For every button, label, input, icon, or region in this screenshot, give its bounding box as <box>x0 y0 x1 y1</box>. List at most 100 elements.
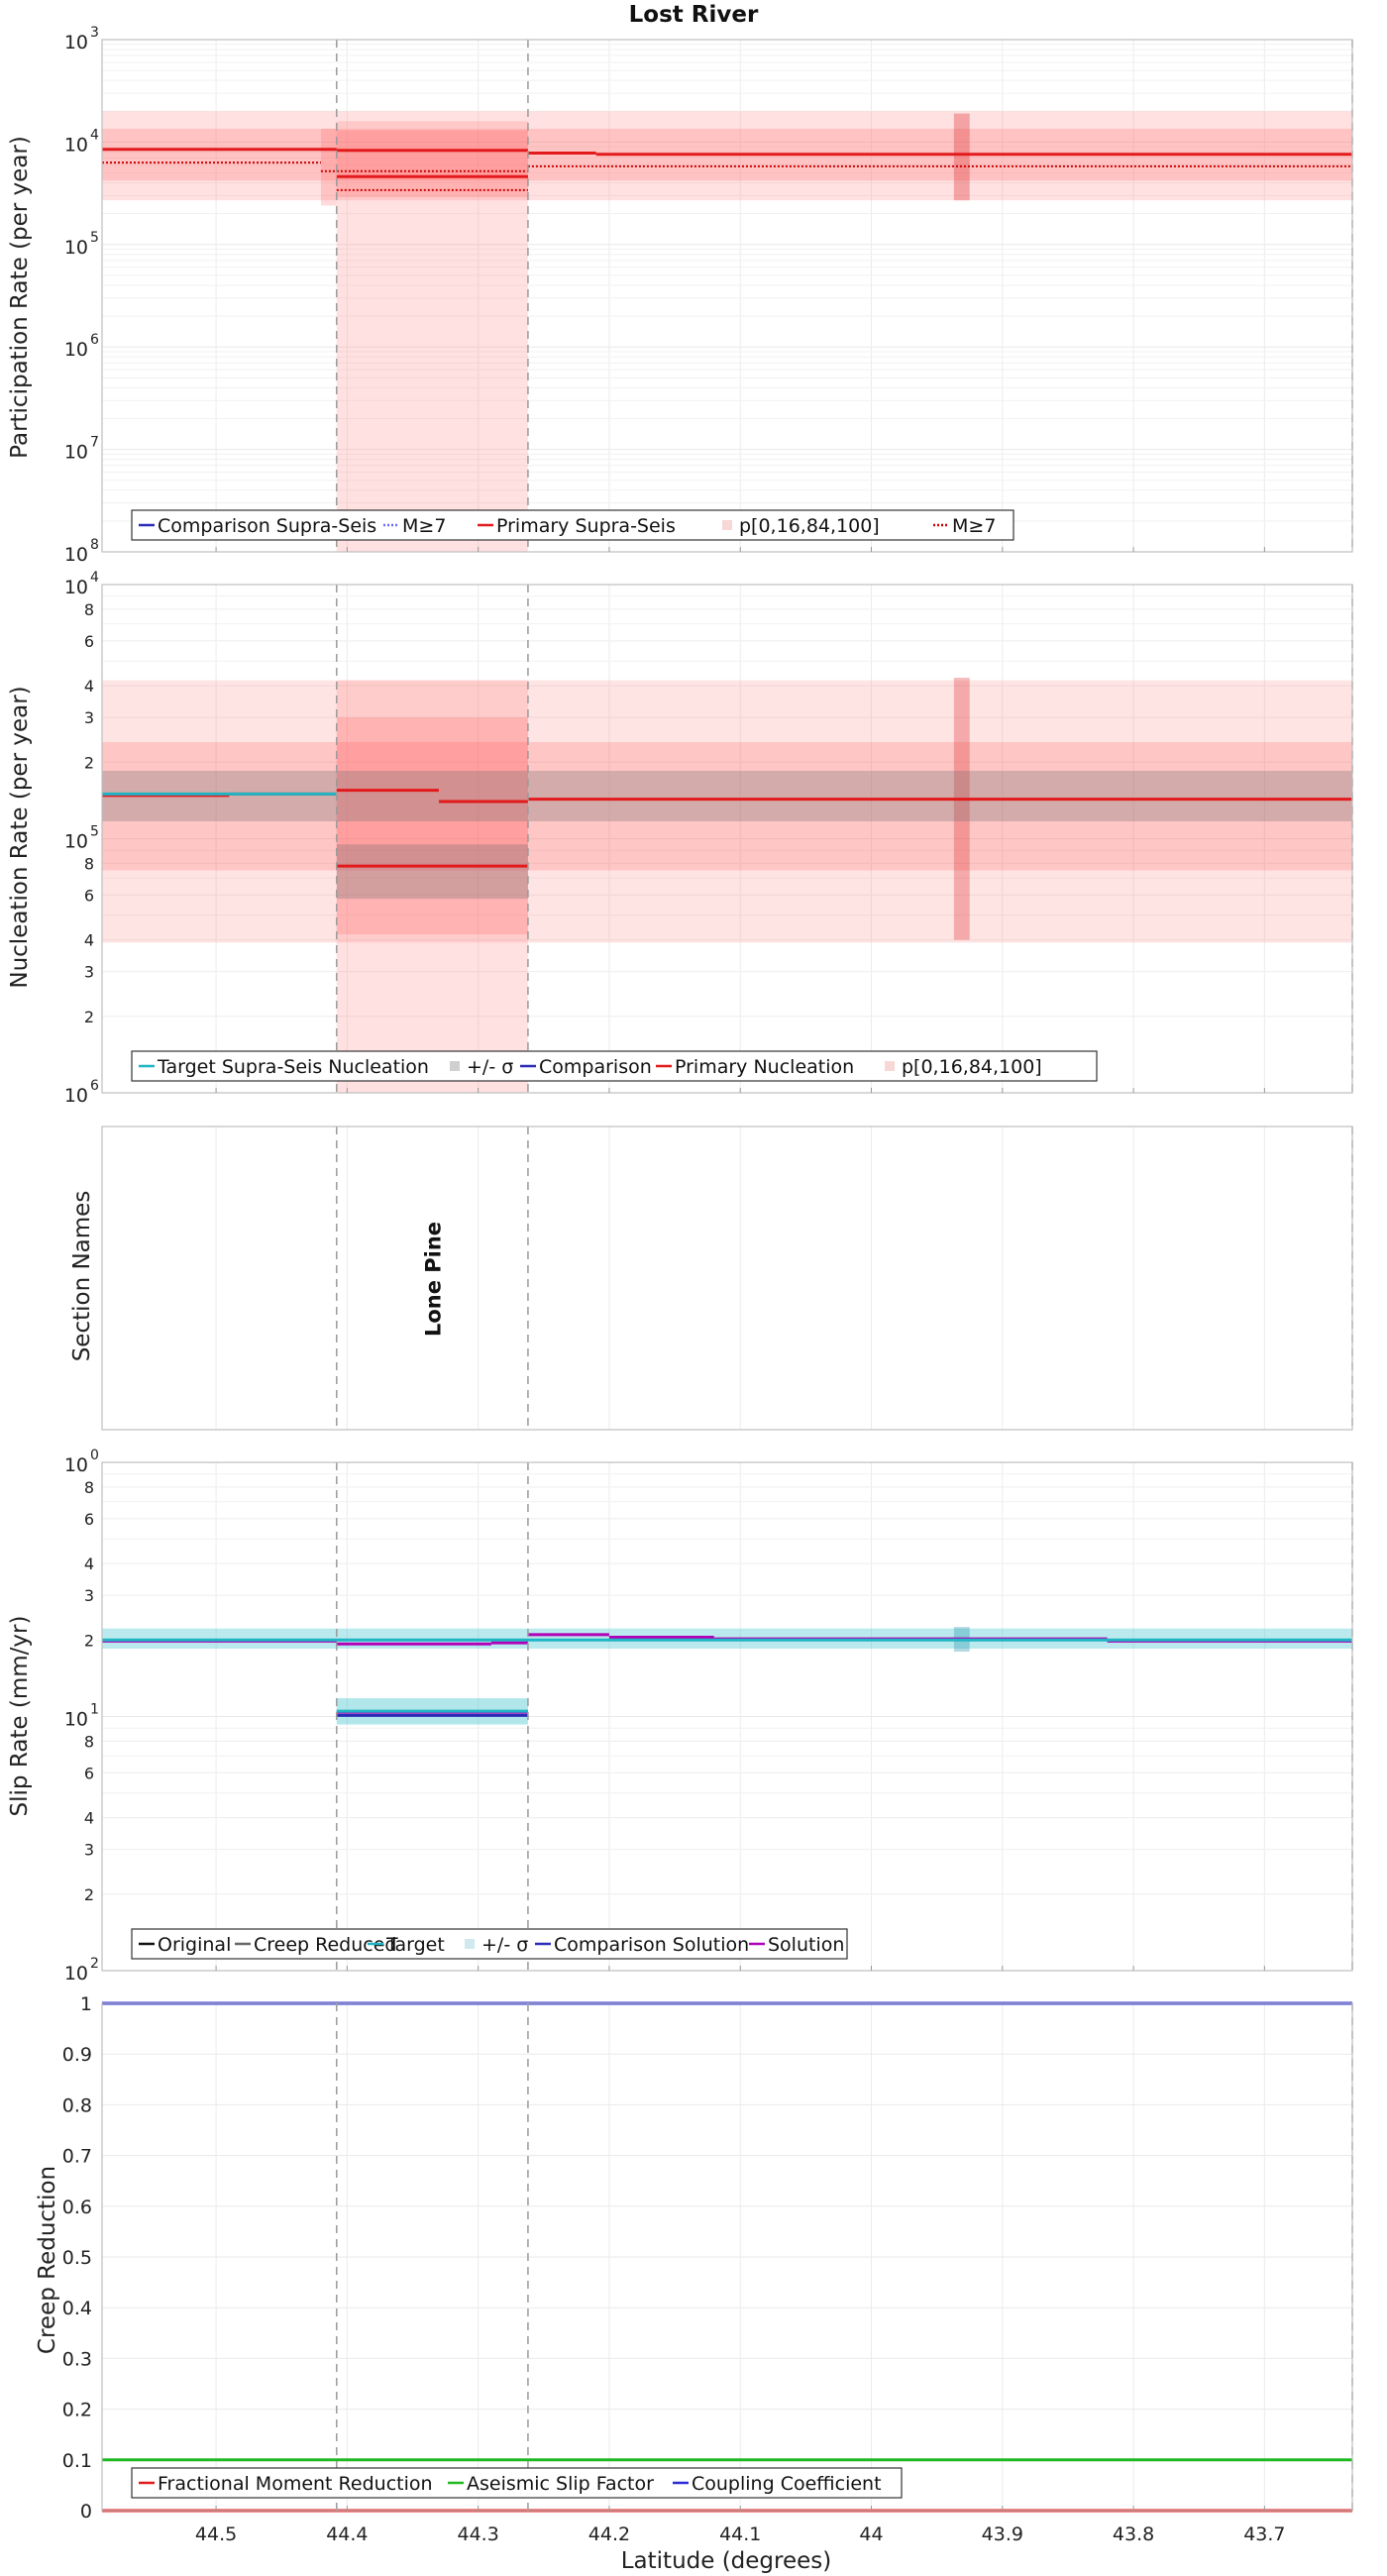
y-tick-label: 1 <box>80 1993 92 2015</box>
y-tick-exponent: 5 <box>90 230 99 246</box>
legend-box <box>131 2467 903 2499</box>
legend-item: Coupling Coefficient <box>692 2473 882 2495</box>
band-p-0-100- <box>102 680 1352 943</box>
plot-border <box>101 584 1353 1094</box>
y-tick-label: 4 <box>84 1809 94 1828</box>
y-tick-label: 2 <box>84 1008 94 1026</box>
legend-item: Primary Nucleation <box>675 1056 854 1078</box>
y-tick-label: 4 <box>84 677 94 696</box>
y-tick-label: 8 <box>84 1478 94 1497</box>
y-tick-label: 8 <box>84 1732 94 1751</box>
creep-panel: Creep Reduction 0 0.1 0.2 0.3 0.4 0.5 0.6 0.7 0.… <box>35 1993 1353 2545</box>
legend-box <box>131 1050 1098 1082</box>
legend: Target Supra-Seis Nucleation +/- σ Compari… <box>131 1050 1098 1082</box>
legend-item: Fractional Moment Reduction <box>158 2473 433 2495</box>
y-tick-label: 10 <box>64 237 88 259</box>
y-tick-label: 0 <box>80 2501 92 2522</box>
y-tick-exponent: 0 <box>90 1448 99 1463</box>
y-tick-label: 0.9 <box>62 2044 92 2066</box>
plot-border <box>101 1126 1353 1431</box>
nucleation-ylabel: Nucleation Rate (per year) <box>7 686 33 988</box>
legend: Comparison Supra-Seis M≥7 Primary Supra-Se… <box>131 509 1014 541</box>
band-p-16-84-section <box>336 717 528 935</box>
y-tick-label: 3 <box>84 1841 94 1860</box>
y-tick-label: 10 <box>64 1963 88 1985</box>
y-tick-exponent: 6 <box>90 1078 99 1094</box>
x-tick-label: 43.8 <box>1113 2523 1154 2545</box>
band-p-16-84-spike <box>953 678 970 940</box>
legend-item: Primary Supra-Seis <box>496 515 676 537</box>
legend-item: Target <box>385 1934 445 1956</box>
legend-item: p[0,16,84,100] <box>902 1056 1042 1078</box>
y-tick-label: 4 <box>84 1555 94 1573</box>
x-axis-label: Latitude (degrees) <box>621 2548 832 2574</box>
y-tick-label: 0.4 <box>62 2298 92 2319</box>
y-tick-label: 10 <box>64 1454 88 1476</box>
y-tick-exponent: 6 <box>90 332 99 348</box>
legend-swatch <box>722 520 732 530</box>
band-p-0-100-section <box>336 121 528 552</box>
y-tick-label: 2 <box>84 753 94 772</box>
y-tick-label: 10 <box>64 442 88 464</box>
x-tick-label: 44 <box>859 2523 883 2545</box>
band-p-16-84-spike <box>953 113 970 201</box>
legend-item: p[0,16,84,100] <box>739 515 880 537</box>
y-tick-exponent: 7 <box>90 435 99 451</box>
y-tick-label: 0.8 <box>62 2094 92 2116</box>
legend-item: +/- σ <box>481 1934 528 1956</box>
participation-panel: Participation Rate (per year) 10 310 410 51… <box>7 25 1353 566</box>
creep-ylabel: Creep Reduction <box>35 2166 60 2354</box>
y-tick-exponent: 3 <box>90 25 99 41</box>
band-p-0-100-section <box>336 680 528 1093</box>
y-tick-exponent: 2 <box>90 1956 99 1972</box>
y-tick-label: 0.6 <box>62 2197 92 2218</box>
plot-border <box>101 2002 1353 2512</box>
y-tick-label: 6 <box>84 632 94 651</box>
x-tick-label: 43.7 <box>1243 2523 1285 2545</box>
y-tick-label: 0.2 <box>62 2400 92 2421</box>
legend-swatch <box>450 1061 460 1071</box>
legend-box <box>131 509 1014 541</box>
y-tick-label: 3 <box>84 708 94 727</box>
band-p-0-100- <box>102 111 1352 201</box>
band-p-16-84-section <box>336 130 528 197</box>
legend-item: Target Supra-Seis Nucleation <box>157 1056 429 1078</box>
plot-border <box>101 39 1353 553</box>
legend-item: M≥7 <box>402 515 446 537</box>
y-tick-label: 10 <box>64 32 88 54</box>
y-tick-exponent: 5 <box>90 824 99 840</box>
legend-item: Solution <box>768 1934 844 1956</box>
y-tick-label: 8 <box>84 600 94 619</box>
band-p-16-84- <box>102 741 1352 871</box>
y-tick-label: 2 <box>84 1631 94 1650</box>
legend-item: Comparison Supra-Seis <box>158 515 376 537</box>
x-tick-label: 43.9 <box>982 2523 1023 2545</box>
y-tick-label: 6 <box>84 1764 94 1782</box>
legend-item: Creep Reduced <box>254 1934 396 1956</box>
x-tick-label: 44.4 <box>326 2523 368 2545</box>
y-tick-exponent: 1 <box>90 1702 99 1718</box>
y-tick-label: 10 <box>64 134 88 156</box>
y-tick-label: 0.7 <box>62 2146 92 2168</box>
y-tick-exponent: 4 <box>90 570 99 586</box>
x-tick-label: 44.2 <box>588 2523 630 2545</box>
slip-rate-ylabel: Slip Rate (mm/yr) <box>7 1616 33 1817</box>
plot-area <box>102 40 1352 552</box>
section-names-ylabel: Section Names <box>69 1191 95 1362</box>
y-tick-label: 0.5 <box>62 2247 92 2269</box>
x-tick-label: 44.3 <box>458 2523 499 2545</box>
y-tick-exponent: 4 <box>90 127 99 143</box>
legend-item: Comparison Solution <box>554 1934 749 1956</box>
y-tick-label: 4 <box>84 931 94 950</box>
chart-title: Lost River <box>629 2 759 28</box>
legend-box <box>131 1928 848 1960</box>
y-tick-exponent: 8 <box>90 537 99 553</box>
band-p-16-84-left <box>320 128 337 206</box>
y-tick-label: 0.1 <box>62 2450 92 2472</box>
y-tick-label: 10 <box>64 1709 88 1731</box>
legend-item: +/- σ <box>467 1056 513 1078</box>
